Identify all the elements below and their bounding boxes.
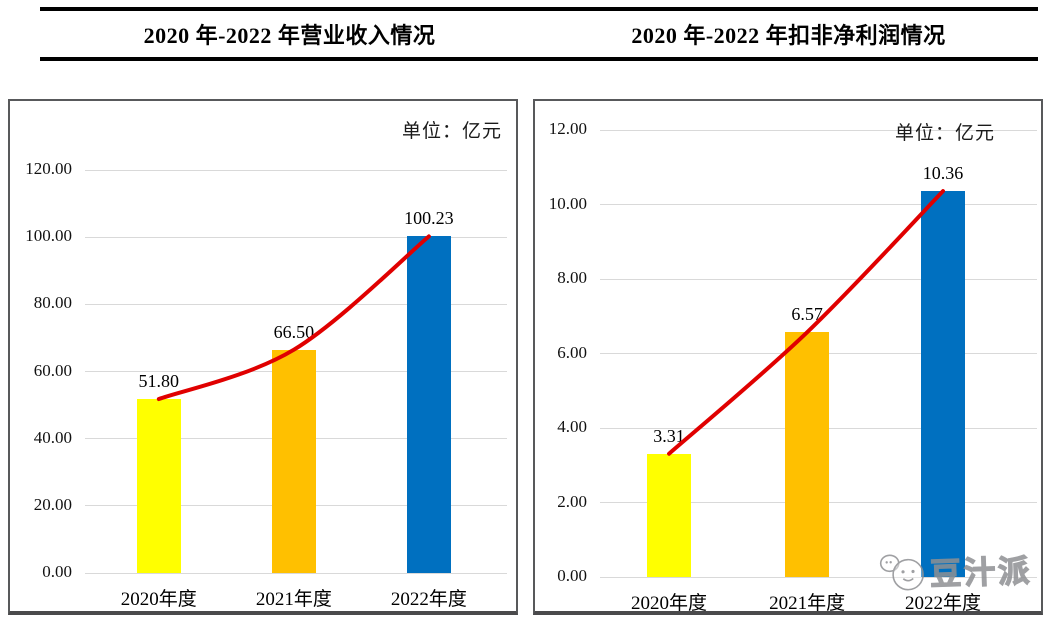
y-tick-label: 2.00 (557, 491, 587, 511)
y-tick-label: 8.00 (557, 268, 587, 287)
left-chart-title: 2020 年-2022 年营业收入情况 (143, 23, 436, 48)
x-axis-label: 2022年度 (904, 593, 981, 614)
trend-line-path (667, 189, 945, 456)
y-tick-label: 6.00 (557, 342, 587, 362)
y-tick-label: 100.00 (25, 226, 72, 246)
trend-line (156, 234, 431, 402)
cartoon-face-icon (879, 553, 924, 590)
y-tick-label: 0.00 (42, 562, 72, 581)
bar (406, 236, 451, 573)
bar (785, 332, 830, 577)
gridline (600, 278, 1037, 280)
plot-area: 51.80 2020年度 66.50 2021年度 100.23 2022年度 (85, 169, 507, 610)
bar (271, 349, 316, 573)
y-tick-label: 10.00 (548, 193, 587, 213)
y-tick-label: 0.00 (557, 566, 587, 585)
gridline (600, 576, 1037, 578)
gridline (600, 129, 1037, 131)
bar-value-label: 100.23 (404, 208, 454, 229)
bar-value-label: 51.80 (138, 371, 180, 391)
gridline (85, 303, 507, 305)
net-profit-chart: 单位：亿元 3.31 2020年度 6.57 2021年度 10.36 2022年度 0.0… (533, 99, 1043, 615)
y-tick-label: 120.00 (25, 159, 72, 178)
bar (921, 191, 965, 577)
gridline (85, 572, 507, 574)
gridline (85, 236, 507, 238)
x-axis-label: 2021年度 (769, 593, 846, 614)
header-band: 2020 年-2022 年营业收入情况 2020 年-2022 年扣非净利润情况 (40, 7, 1038, 61)
bar-value-label: 10.36 (922, 163, 964, 184)
trend-line (667, 189, 945, 456)
watermark: 豆汁派 (877, 545, 1034, 595)
right-chart-title: 2020 年-2022 年扣非净利润情况 (631, 23, 946, 48)
watermark-text: 豆汁派 (929, 553, 1034, 593)
unit-label: 单位：亿元 (894, 123, 995, 144)
y-tick-label: 60.00 (33, 360, 72, 380)
bar-value-label: 6.57 (791, 304, 823, 325)
bar-value-label: 3.31 (653, 425, 685, 446)
gridline (600, 204, 1037, 205)
gridline (85, 169, 507, 171)
x-axis-label: 2022年度 (390, 589, 467, 610)
y-tick-label: 20.00 (33, 494, 72, 514)
plot-area: 3.31 2020年度 6.57 2021年度 10.36 2022年度 (600, 129, 1037, 614)
x-axis-label: 2020年度 (630, 593, 707, 614)
y-tick-label: 12.00 (548, 119, 587, 138)
y-tick-label: 40.00 (33, 427, 72, 447)
y-tick-label: 4.00 (557, 417, 587, 436)
unit-label: 单位：亿元 (401, 121, 502, 142)
x-axis-label: 2020年度 (120, 589, 197, 610)
trend-line-path (156, 234, 431, 402)
bar-value-label: 66.50 (273, 321, 315, 342)
bar (136, 399, 181, 573)
bar (647, 453, 691, 577)
revenue-chart: 单位：亿元 51.80 2020年度 66.50 2021年度 100.23 2022年度… (8, 99, 518, 615)
x-axis-label: 2021年度 (255, 589, 332, 610)
y-tick-label: 80.00 (33, 293, 72, 313)
